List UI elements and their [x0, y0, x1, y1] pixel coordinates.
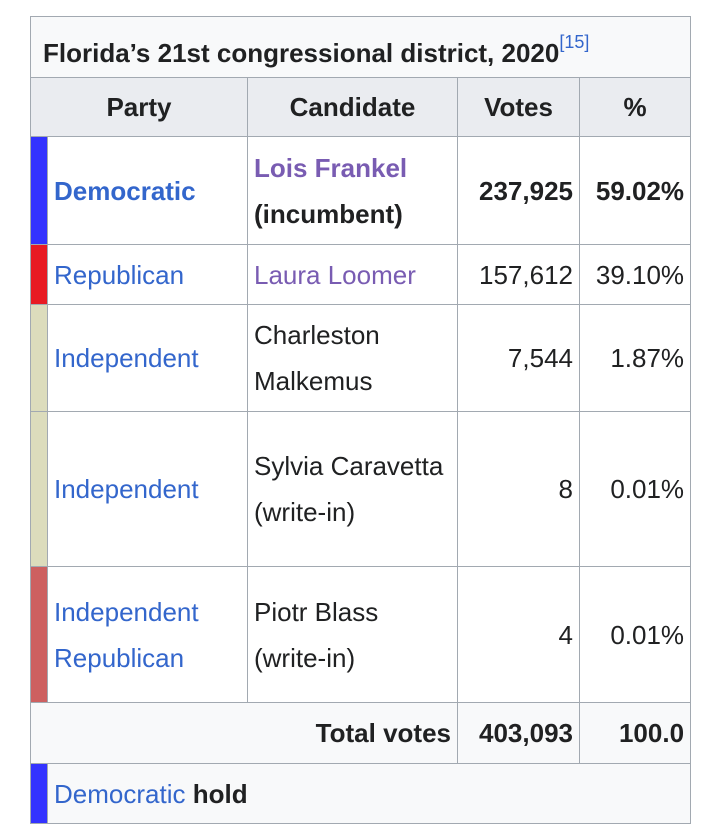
candidate-cell: Sylvia Caravetta (write-in)	[247, 411, 458, 567]
percent-cell: 0.01%	[578, 566, 692, 703]
table-row: Independent Sylvia Caravetta (write-in) 8…	[30, 411, 692, 567]
candidate-cell: Piotr Blass (write-in)	[247, 566, 458, 703]
table-row: Republican Laura Loomer 157,612 39.10%	[30, 244, 692, 305]
party-link[interactable]: Democratic	[47, 136, 248, 245]
party-color-bar	[30, 566, 48, 703]
percent-cell: 59.02%	[578, 136, 692, 245]
candidate-note: (incumbent)	[254, 198, 403, 229]
table-row: Democratic Lois Frankel (incumbent) 237,9…	[30, 136, 692, 245]
percent-header: %	[578, 77, 692, 137]
election-results-table: Florida’s 21st congressional district, 2…	[29, 16, 692, 824]
result-cell: Democratic hold	[46, 763, 692, 824]
result-row: Democratic hold	[30, 763, 692, 824]
table-row: Independent Charleston Malkemus 7,544 1.…	[30, 304, 692, 412]
party-link[interactable]: Republican	[47, 244, 248, 305]
party-color-bar	[30, 763, 48, 824]
candidate-name: Charleston Malkemus	[247, 304, 458, 412]
votes-cell: 8	[457, 411, 580, 567]
party-color-bar	[30, 411, 48, 567]
total-votes: 403,093	[457, 702, 580, 764]
candidate-name: Piotr Blass	[254, 596, 379, 627]
total-percent: 100.0	[578, 702, 692, 764]
party-link[interactable]: Independent	[47, 411, 248, 567]
total-label: Total votes	[30, 702, 458, 764]
candidate-header: Candidate	[247, 77, 458, 137]
candidate-note: (write-in)	[254, 642, 356, 673]
party-color-bar	[30, 304, 48, 412]
candidate-name: Sylvia Caravetta	[254, 451, 444, 481]
party-color-bar	[30, 136, 48, 245]
votes-header: Votes	[457, 77, 580, 137]
candidate-link[interactable]: Lois Frankel	[254, 152, 408, 183]
table-row: Independent Republican Piotr Blass (write…	[30, 566, 692, 703]
total-row: Total votes 403,093 100.0	[30, 702, 692, 764]
result-party-link[interactable]: Democratic	[54, 778, 186, 809]
candidate-note: (write-in)	[254, 497, 356, 527]
party-link[interactable]: Independent Republican	[47, 566, 248, 703]
header-row: Party Candidate Votes %	[30, 77, 692, 137]
percent-cell: 0.01%	[578, 411, 692, 567]
election-results-box: Florida’s 21st congressional district, 2…	[29, 16, 692, 824]
percent-cell: 39.10%	[578, 244, 692, 305]
party-header: Party	[30, 77, 248, 137]
percent-cell: 1.87%	[578, 304, 692, 412]
party-link[interactable]: Independent	[47, 304, 248, 412]
caption-title: Florida’s 21st congressional district, 2…	[43, 37, 560, 68]
party-color-bar	[30, 244, 48, 305]
votes-cell: 7,544	[457, 304, 580, 412]
candidate-link[interactable]: Laura Loomer	[247, 244, 458, 305]
votes-cell: 157,612	[457, 244, 580, 305]
table-caption: Florida’s 21st congressional district, 2…	[29, 16, 692, 78]
candidate-cell: Lois Frankel (incumbent)	[247, 136, 458, 245]
result-outcome: hold	[192, 778, 248, 809]
reference-link[interactable]: [15]	[559, 31, 590, 52]
votes-cell: 4	[457, 566, 580, 703]
votes-cell: 237,925	[457, 136, 580, 245]
